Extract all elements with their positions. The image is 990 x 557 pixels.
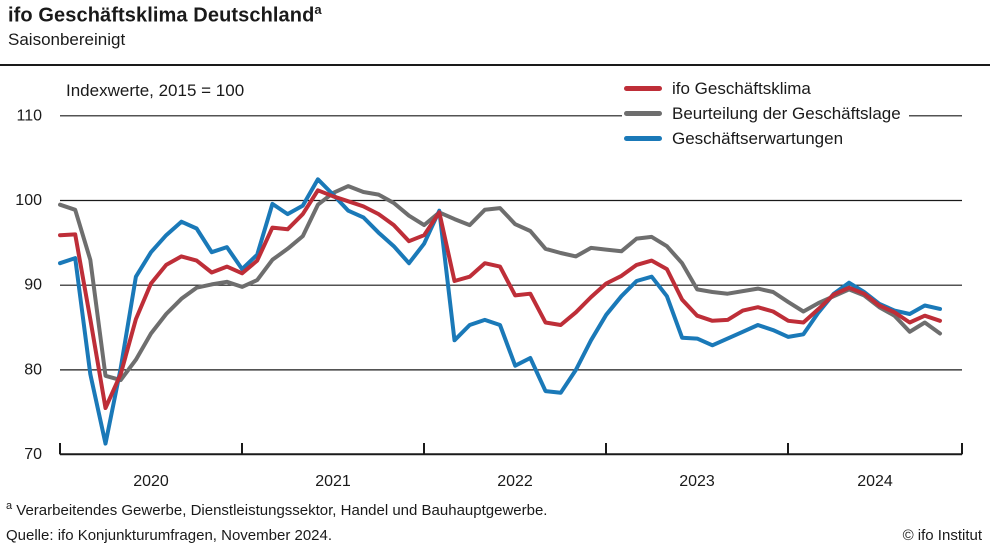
y-tick-80: 80: [24, 361, 42, 378]
x-tick-2022: 2022: [497, 473, 533, 490]
legend-item-geschaeftslage: Beurteilung der Geschäftslage: [624, 101, 901, 126]
footnote: a Verarbeitendes Gewerbe, Dienstleistung…: [6, 500, 547, 519]
page-title-text: ifo Geschäftsklima Deutschland: [8, 4, 315, 27]
legend-label: Geschäftserwartungen: [672, 129, 844, 148]
y-tick-100: 100: [15, 192, 42, 209]
header-divider: [0, 64, 990, 66]
footnote-text: Verarbeitendes Gewerbe, Dienstleistungss…: [12, 502, 548, 519]
legend-swatch-gray: [624, 111, 662, 116]
legend-swatch-red: [624, 86, 662, 91]
x-tick-2020: 2020: [133, 473, 169, 490]
series-lines: [58, 177, 942, 446]
legend-label: ifo Geschäftsklima: [672, 79, 811, 98]
series-line-geschaeftslage: [58, 184, 942, 383]
legend-item-geschaeftsklima: ifo Geschäftsklima: [624, 76, 901, 101]
x-tick-2021: 2021: [315, 473, 351, 490]
x-tick-2023: 2023: [679, 473, 715, 490]
x-axis-labels: 2020 2021 2022 2023 2024: [133, 473, 893, 490]
source-line: Quelle: ifo Konjunkturumfragen, November…: [6, 527, 333, 544]
page-subtitle: Saisonbereinigt: [8, 30, 126, 49]
legend-label: Beurteilung der Geschäftslage: [672, 104, 901, 123]
footnote-marker: a: [6, 500, 13, 512]
legend-item-erwartungen: Geschäftserwartungen: [624, 126, 901, 151]
gridlines: [60, 115, 962, 371]
y-tick-110: 110: [16, 107, 42, 124]
y-tick-70: 70: [24, 446, 42, 463]
series-line-geschaeftsklima: [58, 188, 942, 410]
y-tick-90: 90: [24, 277, 42, 294]
legend: ifo Geschäftsklima Beurteilung der Gesch…: [622, 75, 909, 153]
page-title-footnote-marker: a: [314, 2, 322, 17]
copyright: © ifo Institut: [902, 527, 982, 544]
legend-swatch-blue: [624, 136, 662, 141]
series-line-erwartungen: [58, 177, 942, 446]
index-unit-label: Indexwerte, 2015 = 100: [66, 81, 245, 100]
x-axis: [59, 443, 963, 456]
page-title: ifo Geschäftsklima Deutschlanda: [8, 2, 322, 28]
y-axis-labels: 110 100 90 80 70: [15, 107, 42, 463]
x-tick-2024: 2024: [857, 473, 893, 490]
